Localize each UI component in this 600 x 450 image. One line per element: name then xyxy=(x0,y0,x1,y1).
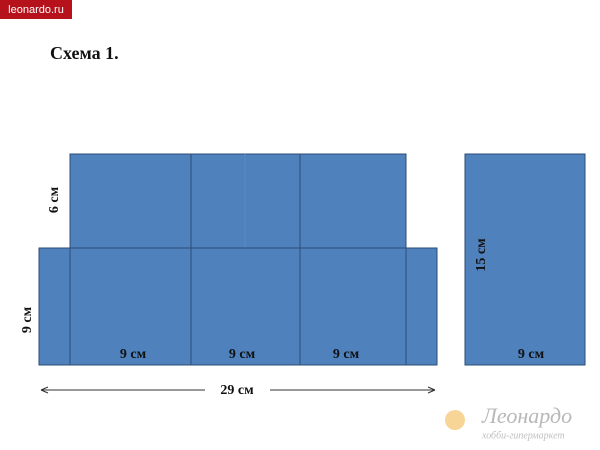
dim-label: 9 см xyxy=(333,347,360,362)
logo-tagline: хобби-гипермаркет xyxy=(481,430,565,441)
dim-label: 9 см xyxy=(229,347,256,362)
badge-bg xyxy=(0,0,72,19)
side-panel xyxy=(464,153,586,366)
dim-label: 29 см xyxy=(220,383,254,398)
top-panel xyxy=(69,153,407,249)
bottom-panel xyxy=(38,247,438,366)
dim-label: 9 см xyxy=(20,306,35,333)
arrow-head xyxy=(40,386,436,394)
logo-name: Леонардо xyxy=(481,403,572,428)
badge: leonardo.ru xyxy=(8,4,64,16)
title: Схема 1. xyxy=(50,43,119,63)
dim-label: 9 см xyxy=(120,347,147,362)
logo-icon xyxy=(445,410,465,430)
dim-label: 15 см xyxy=(474,238,489,272)
dim-label: 9 см xyxy=(518,347,545,362)
dim-label: 6 см xyxy=(47,186,62,213)
